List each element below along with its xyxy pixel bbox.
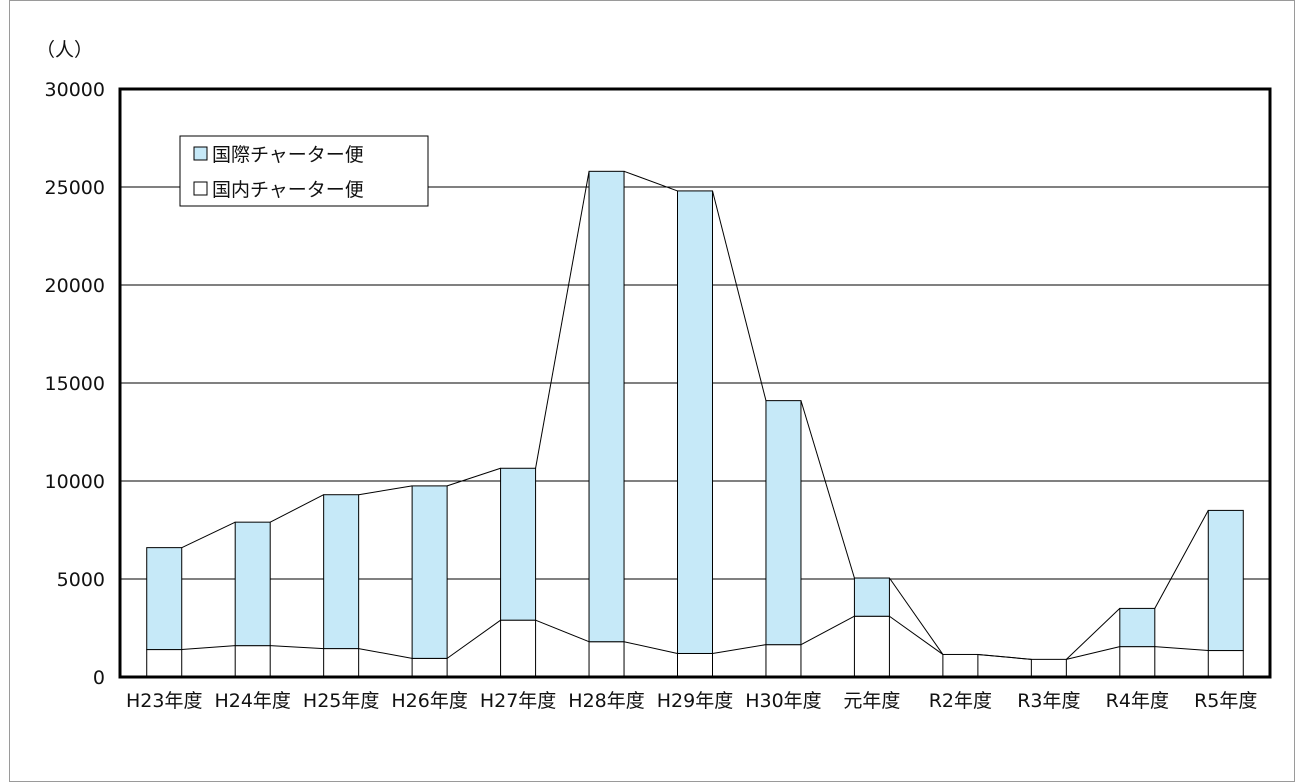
bar-international-13	[1207, 509, 1244, 652]
bars	[146, 170, 1244, 678]
bar-international-9	[853, 577, 890, 617]
bar-domestic-12	[1119, 646, 1156, 678]
connector-domestic-3	[358, 648, 413, 659]
connector-domestic-7	[712, 644, 767, 654]
y-tick-label-10000: 10000	[45, 471, 105, 493]
legend-box	[179, 135, 429, 207]
connector-domestic-9	[889, 615, 944, 655]
bar-domestic-13	[1207, 650, 1244, 678]
connector-domestic-1	[181, 645, 236, 651]
bar-international-1	[146, 547, 183, 651]
y-tick-label-30000: 30000	[45, 79, 105, 101]
x-tick-label-3: H25年度	[303, 690, 379, 712]
connector-domestic-8	[800, 615, 855, 646]
bar-domestic-4	[411, 657, 448, 678]
connector-total-6	[623, 170, 678, 192]
bar-domestic-5	[500, 619, 537, 678]
y-tick-label-15000: 15000	[45, 373, 105, 395]
connector-total-3	[358, 485, 413, 496]
connector-total-1	[181, 521, 236, 549]
bar-domestic-1	[146, 649, 183, 678]
connector-domestic-2	[270, 645, 324, 650]
x-tick-label-9: 元年度	[843, 690, 900, 712]
connector-domestic-11	[1066, 646, 1120, 660]
bar-domestic-10	[942, 653, 979, 678]
bar-international-8	[765, 400, 802, 646]
connector-total-12	[1154, 510, 1209, 609]
x-tick-label-8: H30年度	[745, 690, 821, 712]
connector-total-11	[1066, 608, 1121, 660]
y-axis-ticks: 0 5000 10000 15000 20000 25000 30000	[45, 79, 105, 689]
y-tick-label-25000: 25000	[45, 177, 105, 199]
bar-international-4	[411, 485, 448, 659]
plot-area-border	[118, 87, 1272, 679]
connector-domestic-5	[535, 619, 590, 643]
legend: 国際チャーター便 国内チャーター便	[179, 135, 429, 207]
x-tick-label-13: R5年度	[1194, 690, 1257, 712]
legend-label-domestic: 国内チャーター便	[212, 179, 364, 201]
legend-swatch-domestic	[193, 181, 208, 196]
y-tick-label-20000: 20000	[45, 275, 105, 297]
bar-domestic-7	[677, 652, 713, 678]
connector-domestic-12	[1154, 646, 1209, 652]
connector-total-8	[800, 400, 855, 579]
x-tick-label-4: H26年度	[391, 690, 467, 712]
x-tick-label-1: H23年度	[126, 690, 202, 712]
x-tick-label-2: H24年度	[214, 690, 290, 712]
y-tick-label-5000: 5000	[57, 569, 105, 591]
connector-total-7	[712, 190, 767, 401]
bar-international-12	[1119, 607, 1156, 648]
connector-domestic-6	[623, 641, 678, 654]
x-axis-ticks: H23年度 H24年度 H25年度 H26年度 H27年度 H28年度 H29年度 H30年度…	[126, 690, 1257, 712]
legend-label-international: 国際チャーター便	[212, 144, 364, 166]
bar-international-5	[500, 467, 537, 621]
bar-international-2	[234, 521, 271, 647]
bar-domestic-3	[323, 648, 360, 678]
bar-domestic-6	[588, 641, 625, 678]
bar-international-6	[588, 170, 625, 643]
y-tick-label-0: 0	[93, 667, 105, 689]
connector-total-5	[535, 171, 590, 469]
y-axis-unit-label: （人）	[36, 39, 93, 61]
x-tick-label-12: R4年度	[1106, 690, 1169, 712]
x-tick-label-5: H27年度	[480, 690, 556, 712]
connector-lines	[181, 170, 1209, 660]
bar-domestic-2	[234, 645, 271, 678]
x-tick-label-7: H29年度	[657, 690, 733, 712]
chart-frame	[9, 0, 1295, 782]
bar-domestic-9	[853, 615, 890, 678]
connector-total-4	[446, 467, 501, 487]
bar-international-7	[677, 190, 713, 654]
connector-domestic-4	[446, 619, 501, 659]
connector-total-2	[269, 494, 324, 523]
legend-swatch-international	[193, 146, 208, 161]
connector-total-9	[889, 577, 944, 655]
bar-domestic-8	[765, 644, 802, 678]
x-tick-label-11: R3年度	[1017, 690, 1080, 712]
connector-total-10	[977, 653, 1032, 660]
bar-international-3	[323, 494, 360, 650]
x-tick-label-6: H28年度	[568, 690, 644, 712]
x-tick-label-10: R2年度	[929, 690, 992, 712]
bar-domestic-11	[1030, 658, 1067, 678]
